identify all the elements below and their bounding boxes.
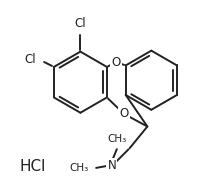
Text: O: O: [119, 108, 129, 120]
Text: N: N: [108, 160, 116, 172]
Text: O: O: [112, 56, 121, 69]
Text: Cl: Cl: [24, 53, 36, 66]
Text: Cl: Cl: [75, 17, 86, 30]
Text: CH₃: CH₃: [107, 134, 127, 144]
Text: CH₃: CH₃: [69, 163, 88, 173]
Text: HCl: HCl: [19, 159, 46, 174]
